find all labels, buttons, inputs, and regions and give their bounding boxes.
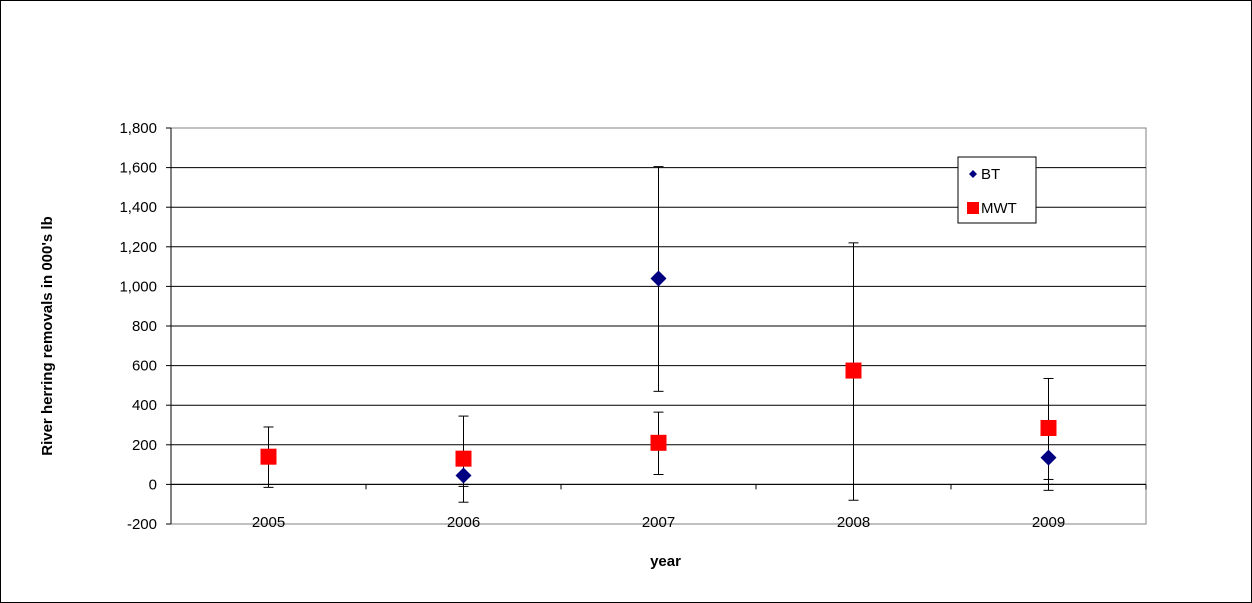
data-point-mwt <box>455 450 472 467</box>
axes <box>166 127 1147 525</box>
y-tick-label: 600 <box>132 358 157 375</box>
x-tick-label: 2008 <box>837 514 870 531</box>
y-tick-label: 1,400 <box>119 199 157 216</box>
legend-label-bt: BT <box>981 166 1000 183</box>
data-point-bt <box>650 270 667 287</box>
x-tick-labels: 2005 2006 2007 2008 2009 <box>252 514 1065 531</box>
data-point-bt <box>455 467 472 484</box>
y-axis-title: River herring removals in 000's lb <box>39 216 56 456</box>
legend-marker-mwt <box>967 202 979 214</box>
legend: BT MWT <box>957 156 1037 224</box>
legend-marker-bt <box>969 170 977 178</box>
y-tick-label: 200 <box>132 437 157 454</box>
x-tick-label: 2006 <box>447 514 480 531</box>
data-point-mwt <box>845 362 862 379</box>
y-tick-label: 800 <box>132 318 157 335</box>
data-point-bt <box>1040 449 1057 466</box>
y-tick-labels: -200 0 200 400 600 800 1,000 1,200 1,400 1,600 1,8… <box>119 120 157 533</box>
y-tick-label: 1,200 <box>119 239 157 256</box>
legend-label-mwt: MWT <box>981 200 1017 217</box>
data-point-mwt <box>260 448 277 465</box>
x-axis-title: year <box>650 553 681 570</box>
y-tick-label: 0 <box>149 476 157 493</box>
data-point-mwt <box>1040 419 1057 436</box>
data-markers <box>260 270 1057 484</box>
y-tick-label: 1,600 <box>119 160 157 177</box>
x-tick-label: 2007 <box>642 514 675 531</box>
y-tick-label: 400 <box>132 397 157 414</box>
y-tick-label: 1,000 <box>119 278 157 295</box>
y-tick-label: -200 <box>127 516 157 533</box>
data-point-mwt <box>650 434 667 451</box>
y-tick-label: 1,800 <box>119 120 157 137</box>
x-tick-label: 2005 <box>252 514 285 531</box>
x-tick-label: 2009 <box>1032 514 1065 531</box>
